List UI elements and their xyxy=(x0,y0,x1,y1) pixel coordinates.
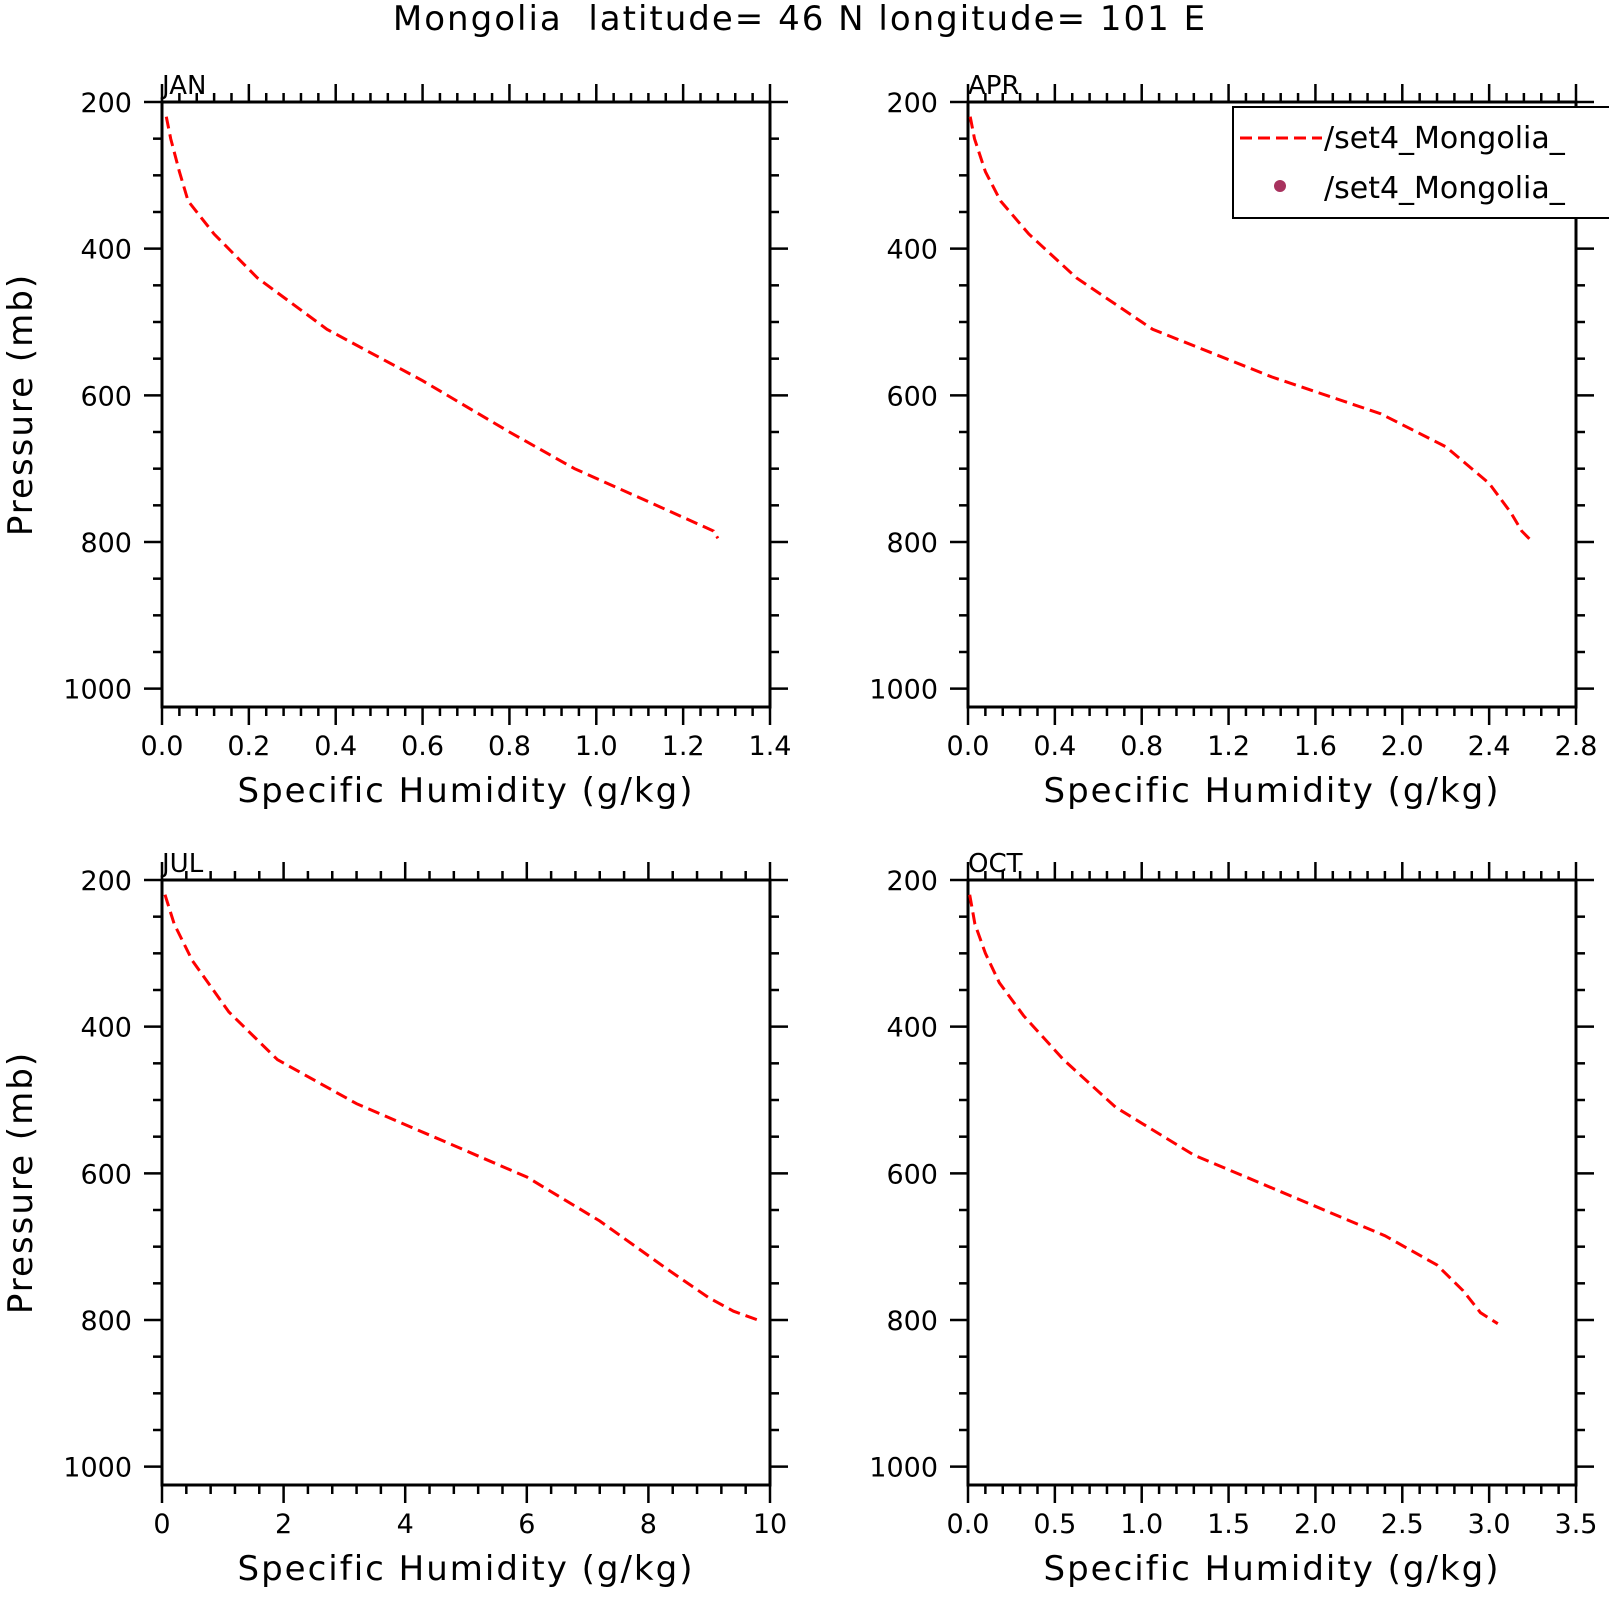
x-tick-label: 1.2 xyxy=(662,731,705,762)
x-tick-label: 1.0 xyxy=(1120,1509,1163,1540)
x-tick-label: 0.0 xyxy=(947,731,990,762)
x-axis-title: Specific Humidity (g/kg) xyxy=(1044,771,1501,811)
legend-dot-swatch xyxy=(1274,180,1286,192)
y-tick-label: 400 xyxy=(80,1013,132,1044)
x-tick-label: 0.0 xyxy=(141,731,184,762)
x-tick-label: 3.5 xyxy=(1555,1509,1598,1540)
y-tick-label: 400 xyxy=(886,235,938,266)
x-axis-title: Specific Humidity (g/kg) xyxy=(238,1549,695,1589)
y-tick-label: 200 xyxy=(80,88,132,119)
panel-label: APR xyxy=(968,71,1020,101)
panel-label: JAN xyxy=(160,71,206,101)
x-tick-label: 2 xyxy=(275,1509,292,1540)
legend-label: /set4_Mongolia_ xyxy=(1324,171,1566,206)
y-axis-title: Pressure (mb) xyxy=(1,273,41,536)
x-tick-label: 0.8 xyxy=(1120,731,1163,762)
x-tick-label: 0.2 xyxy=(227,731,270,762)
x-tick-label: 4 xyxy=(397,1509,414,1540)
plot-frame xyxy=(160,878,772,1487)
panel-label: JUL xyxy=(160,849,204,879)
y-tick-label: 600 xyxy=(80,381,132,412)
panel-jul: JUL 200 400 600 800 1000 0 2 4 6 8 10 Specific Humid… xyxy=(1,849,788,1589)
legend-box xyxy=(1232,106,1609,219)
y-tick-label: 400 xyxy=(80,235,132,266)
x-tick-label: 0.0 xyxy=(947,1509,990,1540)
chart-title: Mongolia latitude= 46 N longitude= 101 E xyxy=(393,0,1207,39)
x-tick-label: 10 xyxy=(753,1509,787,1540)
y-tick-label: 1000 xyxy=(869,675,938,706)
x-tick-label: 0.4 xyxy=(314,731,357,762)
series-line xyxy=(968,116,1534,544)
panel-jan: JAN 200 400 600 800 1000 0.0 0.2 0.4 0.6 0.8 1.0 1.2… xyxy=(1,71,791,811)
y-tick-label: 800 xyxy=(886,528,938,559)
x-tick-label: 1.6 xyxy=(1294,731,1337,762)
y-tick-label: 800 xyxy=(80,1306,132,1337)
y-tick-label: 800 xyxy=(80,528,132,559)
y-tick-label: 800 xyxy=(886,1306,938,1337)
x-tick-label: 2.0 xyxy=(1294,1509,1337,1540)
y-tick-label: 200 xyxy=(886,866,938,897)
panel-apr: APR 200 400 600 800 1000 0.0 0.4 0.8 1.2 1.6 2.0 2.4… xyxy=(869,71,1597,811)
y-tick-label: 400 xyxy=(886,1013,938,1044)
x-tick-label: 0.5 xyxy=(1033,1509,1076,1540)
y-tick-label: 1000 xyxy=(63,675,132,706)
y-tick-label: 600 xyxy=(886,381,938,412)
x-tick-label: 1.0 xyxy=(575,731,618,762)
x-tick-label: 0.4 xyxy=(1033,731,1076,762)
y-tick-label: 1000 xyxy=(63,1453,132,1484)
y-axis-title: Pressure (mb) xyxy=(1,1051,41,1314)
x-tick-label: 2.4 xyxy=(1468,731,1511,762)
legend-label: /set4_Mongolia_ xyxy=(1324,121,1566,156)
y-tick-label: 600 xyxy=(80,1159,132,1190)
panel-oct: OCT 200 400 600 800 1000 0.0 0.5 1.0 1.5 2.0 2.5 3.0… xyxy=(869,849,1597,1589)
x-tick-label: 2.5 xyxy=(1381,1509,1424,1540)
y-tick-label: 600 xyxy=(886,1159,938,1190)
legend: /set4_Mongolia_ /set4_Mongolia_ xyxy=(1232,106,1609,219)
y-tick-label: 200 xyxy=(886,88,938,119)
x-tick-label: 0.8 xyxy=(488,731,531,762)
plot-frame xyxy=(966,878,1578,1487)
y-tick-label: 200 xyxy=(80,866,132,897)
series-line xyxy=(164,116,720,540)
x-axis-title: Specific Humidity (g/kg) xyxy=(1044,1549,1501,1589)
x-tick-label: 6 xyxy=(518,1509,535,1540)
x-tick-label: 1.4 xyxy=(749,731,792,762)
x-tick-label: 2.8 xyxy=(1555,731,1598,762)
plot-frame xyxy=(160,100,772,709)
series-line xyxy=(968,894,1499,1325)
x-tick-label: 1.5 xyxy=(1207,1509,1250,1540)
x-tick-label: 2.0 xyxy=(1381,731,1424,762)
y-tick-label: 1000 xyxy=(869,1453,938,1484)
series-line xyxy=(163,894,759,1322)
x-tick-label: 0.6 xyxy=(401,731,444,762)
x-axis-title: Specific Humidity (g/kg) xyxy=(238,771,695,811)
plot-frame xyxy=(966,100,1578,709)
x-tick-label: 1.2 xyxy=(1207,731,1250,762)
x-tick-label: 3.0 xyxy=(1468,1509,1511,1540)
x-tick-label: 8 xyxy=(640,1509,657,1540)
x-tick-label: 0 xyxy=(153,1509,170,1540)
panel-label: OCT xyxy=(968,849,1023,879)
